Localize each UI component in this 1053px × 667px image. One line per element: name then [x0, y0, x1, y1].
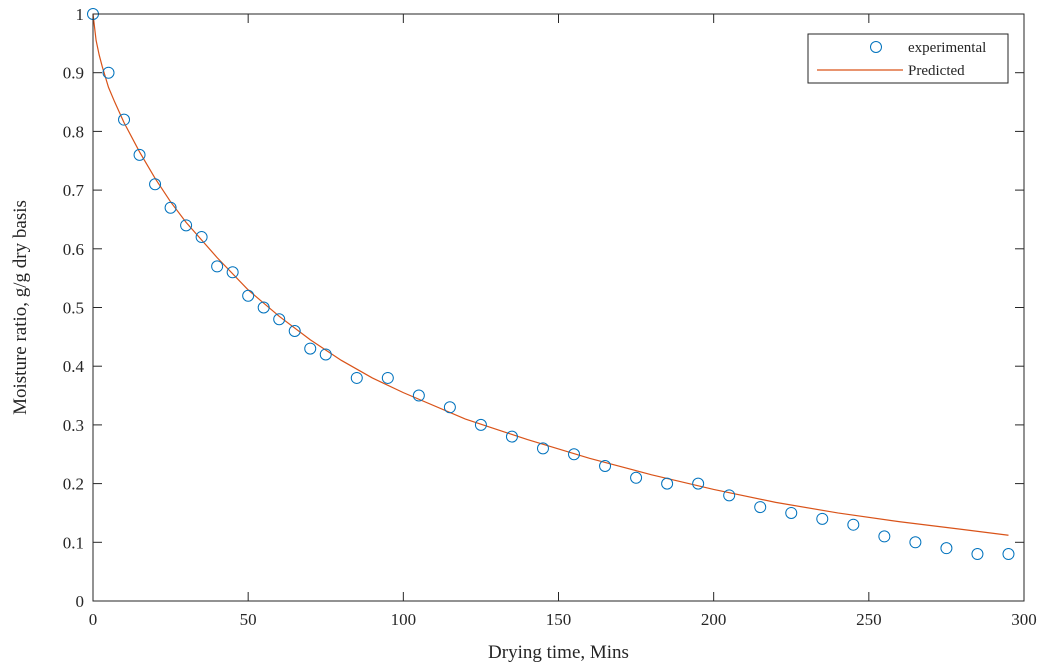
experimental-point: [381, 371, 394, 384]
legend-label-experimental: experimental: [908, 40, 986, 56]
x-tick-label: 300: [1011, 610, 1037, 629]
legend-box: [807, 33, 1009, 84]
experimental-point: [350, 371, 363, 384]
experimental-point: [443, 401, 456, 414]
experimental-point: [723, 489, 736, 502]
legend-marker-experimental: [870, 41, 882, 53]
experimental-point: [1002, 548, 1015, 561]
experimental-point: [319, 348, 332, 361]
x-tick-label: 50: [240, 610, 257, 629]
experimental-point: [474, 418, 487, 431]
legend-label-predicted: Predicted: [908, 63, 965, 79]
experimental-point: [164, 201, 177, 214]
y-tick-label: 0.3: [63, 416, 84, 435]
experimental-point: [878, 530, 891, 543]
experimental-point: [257, 301, 270, 314]
y-tick-label: 0.1: [63, 533, 84, 552]
x-tick-label: 250: [856, 610, 882, 629]
experimental-point: [599, 459, 612, 472]
predicted-series: [92, 13, 1009, 536]
experimental-point: [971, 548, 984, 561]
experimental-point: [940, 542, 953, 555]
experimental-point: [149, 178, 162, 191]
experimental-point: [180, 219, 193, 232]
experimental-point: [692, 477, 705, 490]
x-axis-title: Drying time, Mins: [488, 642, 629, 663]
experimental-point: [630, 471, 643, 484]
experimental-point: [195, 231, 208, 244]
x-tick-label: 0: [89, 610, 98, 629]
experimental-point: [102, 66, 115, 79]
y-tick-label: 0.5: [63, 299, 84, 318]
y-tick-label: 0.4: [63, 357, 85, 376]
y-axis-title: Moisture ratio, g/g dry basis: [10, 200, 31, 415]
y-tick-label: 0.6: [63, 240, 84, 259]
legend: experimental Predicted: [807, 33, 1009, 84]
experimental-point: [785, 506, 798, 519]
experimental-point: [226, 266, 239, 279]
experimental-point: [273, 313, 286, 326]
plot-background: [93, 14, 1024, 601]
x-tick-label: 150: [546, 610, 572, 629]
x-axis: 0 50 100 150 200 250 300: [89, 14, 1037, 629]
experimental-point: [754, 501, 767, 514]
experimental-point: [242, 289, 255, 302]
experimental-point: [847, 518, 860, 531]
experimental-point: [536, 442, 549, 455]
y-tick-label: 1: [76, 5, 85, 24]
y-tick-label: 0.7: [63, 181, 85, 200]
experimental-point: [568, 448, 581, 461]
x-tick-label: 100: [391, 610, 417, 629]
predicted-line: [92, 13, 1009, 536]
y-tick-label: 0.8: [63, 122, 84, 141]
experimental-point: [816, 512, 829, 525]
experimental-point: [288, 324, 301, 337]
x-tick-label: 200: [701, 610, 727, 629]
experimental-point: [909, 536, 922, 549]
experimental-series: [87, 8, 1015, 561]
y-axis: 0 0.1 0.2 0.3 0.4 0.5 0.6 0.7 0.8 0.9 1: [63, 5, 1024, 611]
experimental-point: [412, 389, 425, 402]
experimental-point: [505, 430, 518, 443]
experimental-point: [661, 477, 674, 490]
experimental-point: [304, 342, 317, 355]
experimental-point: [133, 148, 146, 161]
y-tick-label: 0.2: [63, 475, 84, 494]
experimental-point: [118, 113, 131, 126]
y-tick-label: 0: [76, 592, 85, 611]
y-tick-label: 0.9: [63, 64, 84, 83]
experimental-point: [211, 260, 224, 273]
